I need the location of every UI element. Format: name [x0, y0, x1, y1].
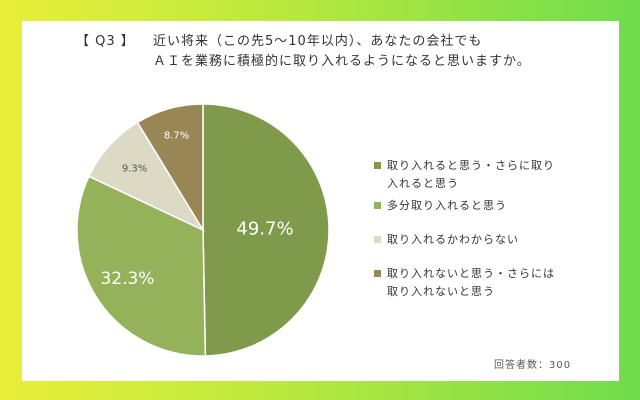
chart-card: 【 Q3 】 近い将来（この先5～10年以内）、あなたの会社でも ＡＩを業務に積…	[22, 21, 619, 381]
legend-swatch	[374, 236, 381, 243]
question-text-line-1: 近い将来（この先5～10年以内）、あなたの会社でも	[153, 34, 483, 49]
legend-label-line-1: 取り入れないと思う・さらには	[387, 267, 555, 280]
pie-data-label: 9.3%	[122, 164, 147, 175]
question-text-line-2: ＡＩを業務に積極的に取り入れるようになると思いますか。	[153, 54, 531, 69]
pie-slice	[76, 175, 207, 357]
legend-label-line-1: 取り入れるかわからない	[387, 233, 519, 246]
legend-label-line-2: 取り入れないと思う	[387, 285, 495, 298]
legend-label-line-1: 取り入れると思う・さらに取り	[387, 159, 555, 172]
pie-slice	[202, 103, 330, 357]
legend-item-will-not-adopt: 取り入れないと思う・さらには 取り入れないと思う	[374, 265, 584, 301]
legend-swatch	[374, 270, 381, 277]
legend-label-line-2: 入れると思う	[387, 177, 459, 190]
pie-data-label: 49.7%	[236, 218, 293, 239]
question-number: 【 Q3 】	[76, 34, 135, 49]
chart-legend: 取り入れると思う・さらに取り 入れると思う 多分取り入れると思う 取り入れるかわ…	[374, 157, 584, 301]
legend-label-line-1: 多分取り入れると思う	[387, 199, 507, 212]
pie-data-label: 8.7%	[164, 131, 189, 142]
legend-item-unsure: 取り入れるかわからない	[374, 231, 584, 249]
legend-swatch	[374, 202, 381, 209]
pie-data-label: 32.3%	[100, 269, 154, 289]
respondent-count: 回答者数：300	[494, 360, 572, 371]
legend-item-probably-adopt: 多分取り入れると思う	[374, 197, 584, 215]
pie-slice	[136, 103, 204, 233]
legend-swatch	[374, 162, 381, 169]
legend-item-will-adopt: 取り入れると思う・さらに取り 入れると思う	[374, 157, 584, 193]
pie-chart: 49.7% 32.3% 9.3% 8.7%	[76, 103, 330, 357]
